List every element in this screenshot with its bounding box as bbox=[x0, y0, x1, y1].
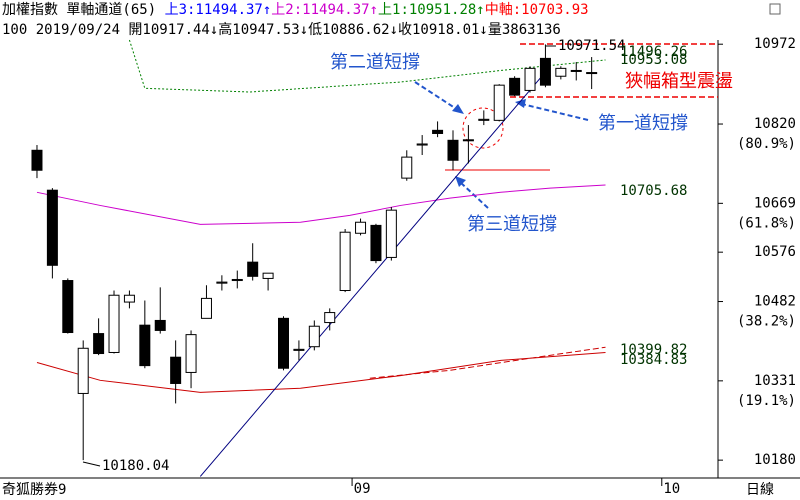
candle-body bbox=[93, 333, 105, 355]
header-segment: 上2:11494.37↑ bbox=[271, 2, 378, 18]
annotation: 狹幅箱型震盪 bbox=[625, 71, 733, 92]
candle-body bbox=[216, 281, 228, 284]
highlight-circle bbox=[462, 107, 504, 149]
arrowhead bbox=[455, 176, 466, 187]
y-tick-label: 10576 bbox=[754, 244, 796, 260]
candle-body bbox=[524, 67, 536, 91]
header-segment: 中軸:10703.93 bbox=[485, 2, 589, 18]
footer-left: 奇狐勝券9 bbox=[2, 481, 66, 498]
candle-body bbox=[462, 139, 474, 142]
indicator-line bbox=[36, 351, 606, 393]
y-tick-label: 10820 bbox=[754, 116, 796, 132]
indicator-line bbox=[128, 39, 606, 93]
indicator-line bbox=[199, 71, 546, 477]
candle-body bbox=[278, 317, 290, 369]
high-label: 10971.54 bbox=[558, 38, 625, 54]
candle-body bbox=[200, 297, 212, 319]
candle-body bbox=[478, 118, 490, 121]
candle-body bbox=[416, 143, 428, 146]
candle-body bbox=[308, 325, 320, 348]
line-label: 10953.08 bbox=[620, 52, 687, 68]
indicator-line bbox=[369, 346, 606, 379]
candle-body bbox=[370, 224, 382, 262]
annotation: 第二道短撐 bbox=[330, 52, 420, 73]
candle-body bbox=[539, 57, 551, 86]
candle-body bbox=[493, 84, 505, 121]
window-icon bbox=[769, 3, 781, 15]
footer-right: 日線 bbox=[746, 482, 774, 498]
candle-body bbox=[509, 77, 521, 96]
header-segment: 上1:10951.28↑ bbox=[378, 2, 485, 18]
candle-body bbox=[185, 334, 197, 373]
candle-body bbox=[586, 72, 598, 75]
header-segment: 加權指數 單軸通道(65) bbox=[2, 2, 165, 18]
y-tick-label: 10180 bbox=[754, 452, 796, 468]
candle-body bbox=[555, 67, 567, 77]
y-tick-label: 10482 bbox=[754, 294, 796, 310]
candle-body bbox=[62, 280, 74, 334]
candle-body bbox=[355, 221, 367, 234]
y-tick-note: (61.8%) bbox=[737, 215, 796, 231]
candle-body bbox=[46, 189, 58, 266]
candle-body bbox=[77, 347, 89, 394]
candle-body bbox=[123, 294, 135, 303]
y-tick-label: 10669 bbox=[754, 195, 796, 211]
arrowhead bbox=[452, 104, 464, 114]
candle-body bbox=[108, 294, 120, 353]
candle-body bbox=[339, 231, 351, 292]
candle-body bbox=[231, 278, 243, 282]
candle-body bbox=[170, 356, 182, 384]
candle-body bbox=[31, 149, 43, 171]
annotation: 第一道短撐 bbox=[598, 113, 688, 134]
header-line: 加權指數 單軸通道(65) 上3:11494.37↑上2:11494.37↑上1… bbox=[2, 2, 589, 18]
x-tick-label: 09 bbox=[354, 481, 371, 497]
annotation: 第三道短撐 bbox=[467, 214, 557, 235]
y-tick-label: 10331 bbox=[754, 373, 796, 389]
arrow bbox=[521, 103, 589, 121]
candle-body bbox=[293, 348, 305, 351]
low-label: 10180.04 bbox=[102, 458, 169, 474]
candle-body bbox=[432, 129, 444, 134]
leader bbox=[82, 461, 101, 467]
candle-body bbox=[247, 261, 259, 277]
candle-body bbox=[570, 69, 582, 72]
indicator-line bbox=[36, 184, 606, 225]
candle-body bbox=[447, 139, 459, 161]
y-tick-note: (38.2%) bbox=[737, 314, 796, 330]
candle-body bbox=[401, 156, 413, 179]
header-segment: 100 2019/09/24 開10917.44↓高10947.53↓低1088… bbox=[2, 21, 561, 38]
header-line: 100 2019/09/24 開10917.44↓高10947.53↓低1088… bbox=[2, 21, 561, 38]
line-label: 11496.26 bbox=[620, 44, 687, 60]
y-tick-note: (19.1%) bbox=[737, 393, 796, 409]
arrowhead bbox=[515, 99, 526, 108]
line-label: 10384.83 bbox=[620, 352, 687, 368]
y-tick-label: 10972 bbox=[754, 36, 796, 52]
candle-body bbox=[262, 272, 274, 279]
x-tick-label: 10 bbox=[663, 481, 680, 497]
candle-body bbox=[324, 312, 336, 324]
arrow bbox=[414, 81, 459, 111]
candle-body bbox=[385, 209, 397, 258]
y-tick-note: (80.9%) bbox=[737, 136, 796, 152]
header-segment: 上3:11494.37↑ bbox=[165, 2, 272, 18]
candle-body bbox=[139, 324, 151, 367]
line-label: 10705.68 bbox=[620, 183, 687, 199]
line-label: 10399.82 bbox=[620, 342, 687, 358]
candle-body bbox=[154, 319, 166, 331]
